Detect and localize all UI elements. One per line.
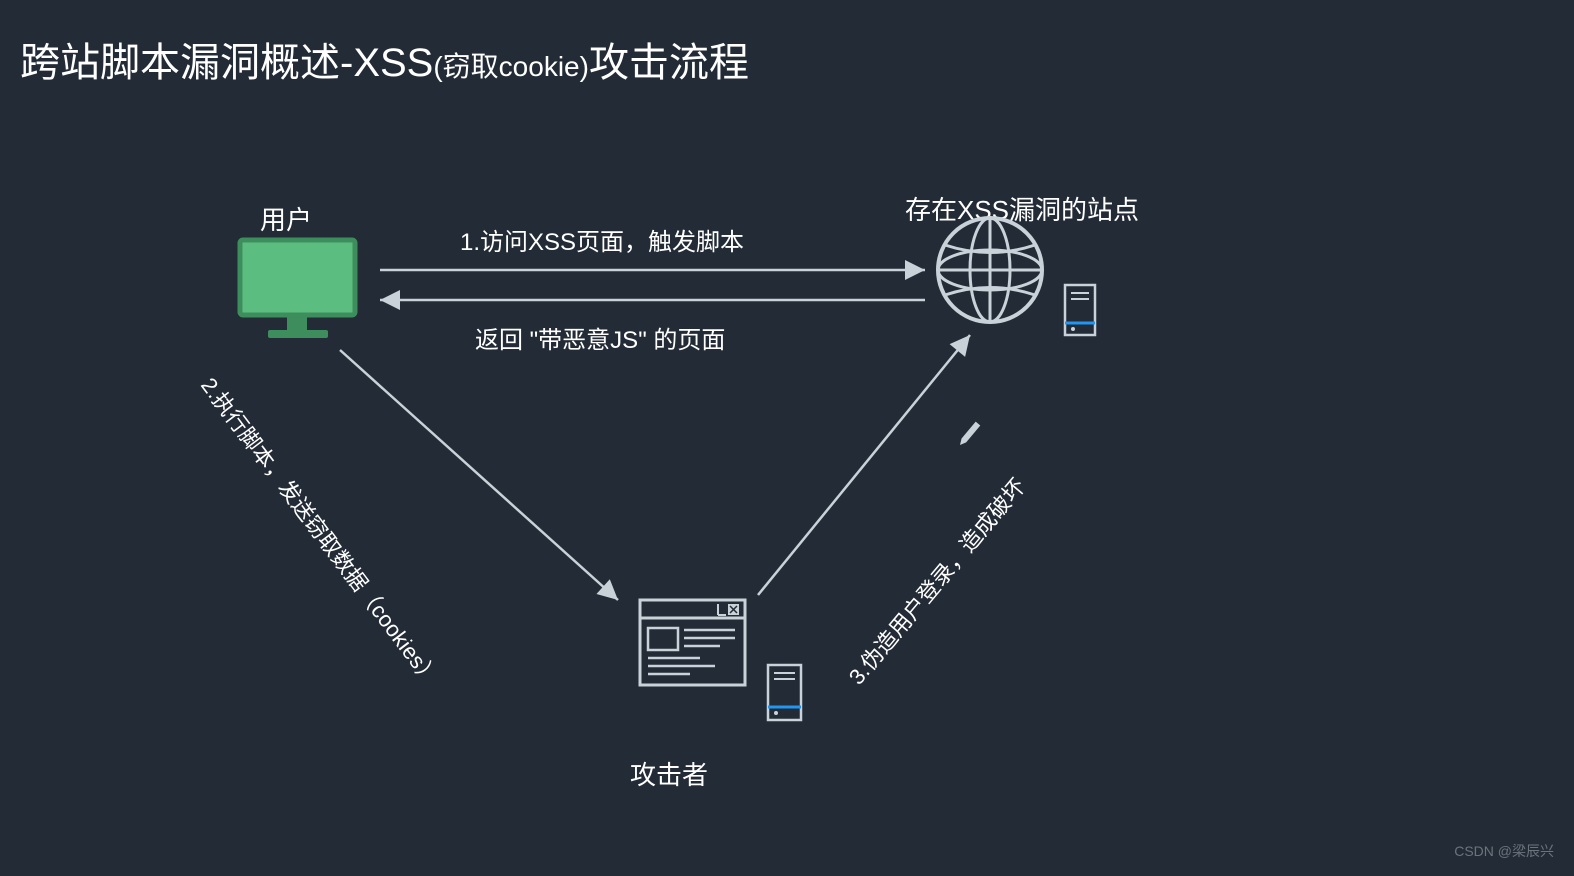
pen-icon <box>958 422 981 447</box>
server-icon-1 <box>1065 285 1095 335</box>
site-label: 存在XSS漏洞的站点 <box>905 190 1139 227</box>
browser-icon <box>640 600 745 685</box>
title-sub: (窃取cookie) <box>433 51 589 82</box>
edge3-label: 3.伪造用户登录，造成破坏 <box>840 471 1032 691</box>
page-title: 跨站脚本漏洞概述-XSS(窃取cookie)攻击流程 <box>20 30 749 88</box>
user-label: 用户 <box>260 200 312 237</box>
arrow-user-to-attacker <box>340 350 618 600</box>
edge1-label: 1.访问XSS页面，触发脚本 <box>460 222 744 257</box>
attacker-label: 攻击者 <box>630 755 708 792</box>
edge2-label: 2.执行脚本，发送窃取数据（cookies） <box>194 370 448 692</box>
title-end: 攻击流程 <box>589 41 749 85</box>
monitor-icon <box>240 240 355 338</box>
title-main: 跨站脚本漏洞概述-XSS <box>20 41 433 85</box>
server-icon-2 <box>768 665 801 720</box>
globe-icon <box>938 218 1042 322</box>
edge1b-label: 返回 "带恶意JS" 的页面 <box>475 320 725 355</box>
watermark: CSDN @梁辰兴 <box>1454 841 1554 861</box>
